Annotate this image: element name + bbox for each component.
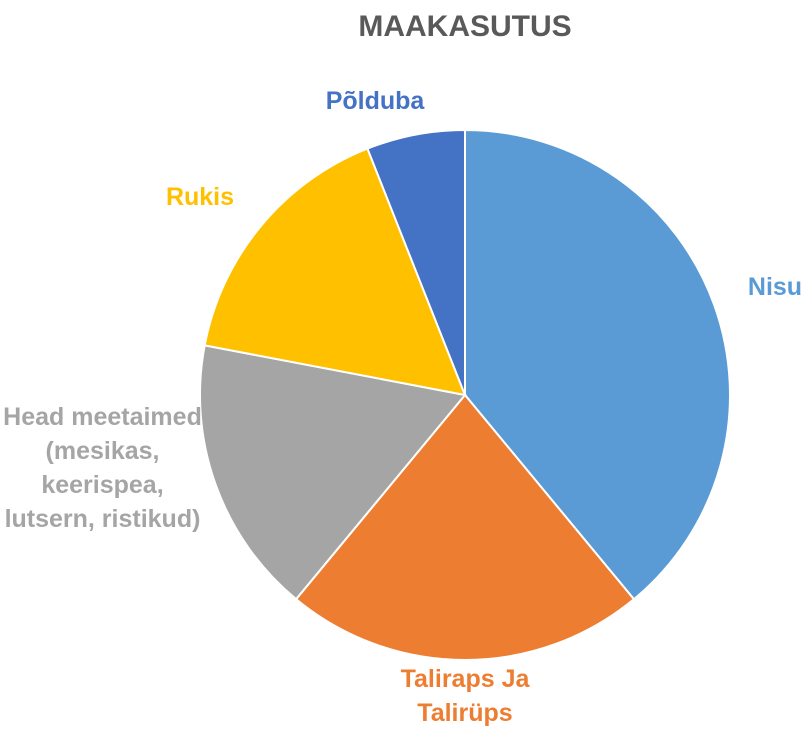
pie-slice bbox=[366, 128, 466, 396]
pie-slice bbox=[464, 128, 731, 601]
slice-label: Head meetaimed (mesikas, keerispea, luts… bbox=[3, 403, 202, 533]
pie-slice bbox=[203, 147, 467, 397]
slice-label: Põlduba bbox=[325, 87, 425, 115]
slice-label: Rukis bbox=[165, 183, 235, 211]
pie-slice bbox=[294, 393, 636, 661]
pie-slice bbox=[199, 344, 467, 601]
slice-label: Taliraps Ja Talirüps bbox=[400, 665, 530, 727]
chart-title: MAAKASUTUS bbox=[358, 10, 572, 43]
slice-label: Nisu bbox=[747, 273, 803, 301]
